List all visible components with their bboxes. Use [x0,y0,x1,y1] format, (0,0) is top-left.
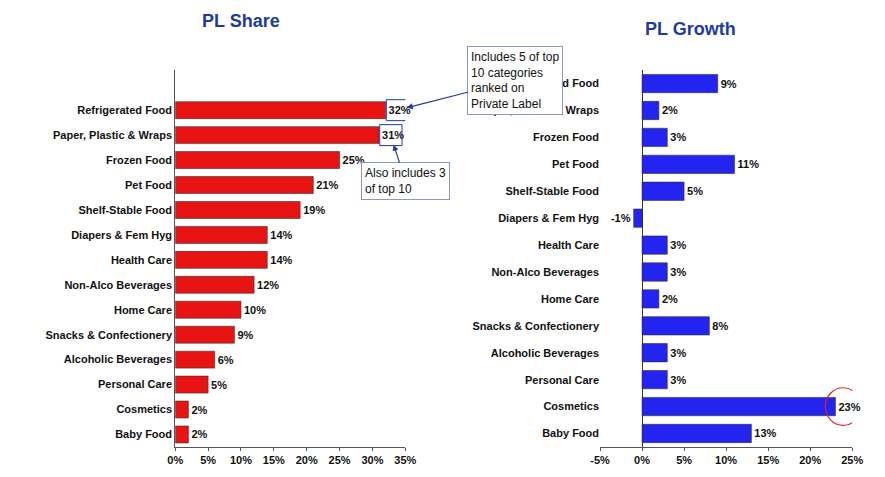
svg-text:0%: 0% [634,454,650,466]
svg-text:0%: 0% [167,454,183,466]
svg-text:Health Care: Health Care [538,239,599,251]
svg-text:10%: 10% [715,454,737,466]
svg-text:21%: 21% [316,179,338,191]
svg-text:9%: 9% [721,78,737,90]
svg-text:6%: 6% [218,354,234,366]
svg-text:Non-Alco Beverages: Non-Alco Beverages [64,279,172,291]
svg-text:Personal Care: Personal Care [525,374,599,386]
svg-text:3%: 3% [670,131,686,143]
svg-text:8%: 8% [712,320,728,332]
svg-text:23%: 23% [838,401,860,413]
svg-text:Alcoholic Beverages: Alcoholic Beverages [64,353,172,365]
svg-text:20%: 20% [296,454,318,466]
svg-text:Paper, Plastic & Wraps: Paper, Plastic & Wraps [480,104,599,116]
svg-text:3%: 3% [670,266,686,278]
svg-text:Refrigerated Food: Refrigerated Food [504,77,599,89]
svg-text:Personal Care: Personal Care [98,378,172,390]
svg-text:25%: 25% [841,454,863,466]
svg-text:5%: 5% [687,185,703,197]
svg-text:Alcoholic Beverages: Alcoholic Beverages [491,347,599,359]
svg-text:PL Growth: PL Growth [645,19,736,39]
svg-text:20%: 20% [799,454,821,466]
svg-text:5%: 5% [211,379,227,391]
svg-text:Health Care: Health Care [111,254,172,266]
svg-text:Refrigerated Food: Refrigerated Food [77,104,172,116]
svg-text:Cosmetics: Cosmetics [543,400,599,412]
svg-text:-1%: -1% [611,212,631,224]
svg-text:Includes 5 of top10 categories: Includes 5 of top10 categoriesranked onP… [471,50,559,111]
svg-text:Shelf-Stable Food: Shelf-Stable Food [79,204,173,216]
svg-text:19%: 19% [303,204,325,216]
svg-text:3%: 3% [670,239,686,251]
svg-text:Snacks & Confectionery: Snacks & Confectionery [472,320,599,332]
svg-text:Non-Alco Beverages: Non-Alco Beverages [491,266,599,278]
svg-text:31%: 31% [382,129,404,141]
svg-text:25%: 25% [329,454,351,466]
svg-text:15%: 15% [263,454,285,466]
svg-text:13%: 13% [754,427,776,439]
svg-text:Snacks & Confectionery: Snacks & Confectionery [45,329,172,341]
svg-text:5%: 5% [676,454,692,466]
svg-text:2%: 2% [662,104,678,116]
svg-text:PL Share: PL Share [202,11,280,31]
svg-text:2%: 2% [191,428,207,440]
svg-text:30%: 30% [361,454,383,466]
svg-text:12%: 12% [257,279,279,291]
svg-text:Home Care: Home Care [114,304,172,316]
svg-text:Frozen Food: Frozen Food [533,131,599,143]
svg-text:11%: 11% [738,158,760,170]
svg-text:Also includes 3of top 10: Also includes 3of top 10 [365,166,446,196]
svg-text:2%: 2% [191,404,207,416]
svg-text:14%: 14% [270,254,292,266]
svg-text:10%: 10% [244,304,266,316]
svg-text:9%: 9% [237,329,253,341]
svg-text:Paper, Plastic & Wraps: Paper, Plastic & Wraps [53,129,172,141]
svg-text:Diapers & Fem Hyg: Diapers & Fem Hyg [71,229,172,241]
svg-text:35%: 35% [394,454,416,466]
svg-text:3%: 3% [670,347,686,359]
svg-text:Home Care: Home Care [541,293,599,305]
svg-text:Shelf-Stable Food: Shelf-Stable Food [506,185,600,197]
svg-text:Pet Food: Pet Food [125,179,172,191]
svg-text:2%: 2% [662,293,678,305]
svg-text:15%: 15% [757,454,779,466]
svg-text:Frozen Food: Frozen Food [106,154,172,166]
svg-text:3%: 3% [670,374,686,386]
svg-text:Baby Food: Baby Food [115,428,172,440]
svg-text:-5%: -5% [590,454,610,466]
svg-text:10%: 10% [230,454,252,466]
svg-text:Cosmetics: Cosmetics [116,403,172,415]
svg-text:Baby Food: Baby Food [542,427,599,439]
svg-text:Pet Food: Pet Food [552,158,599,170]
svg-text:25%: 25% [343,154,365,166]
svg-text:Diapers & Fem Hyg: Diapers & Fem Hyg [498,212,599,224]
svg-text:5%: 5% [200,454,216,466]
svg-text:32%: 32% [389,104,411,116]
svg-text:14%: 14% [270,229,292,241]
